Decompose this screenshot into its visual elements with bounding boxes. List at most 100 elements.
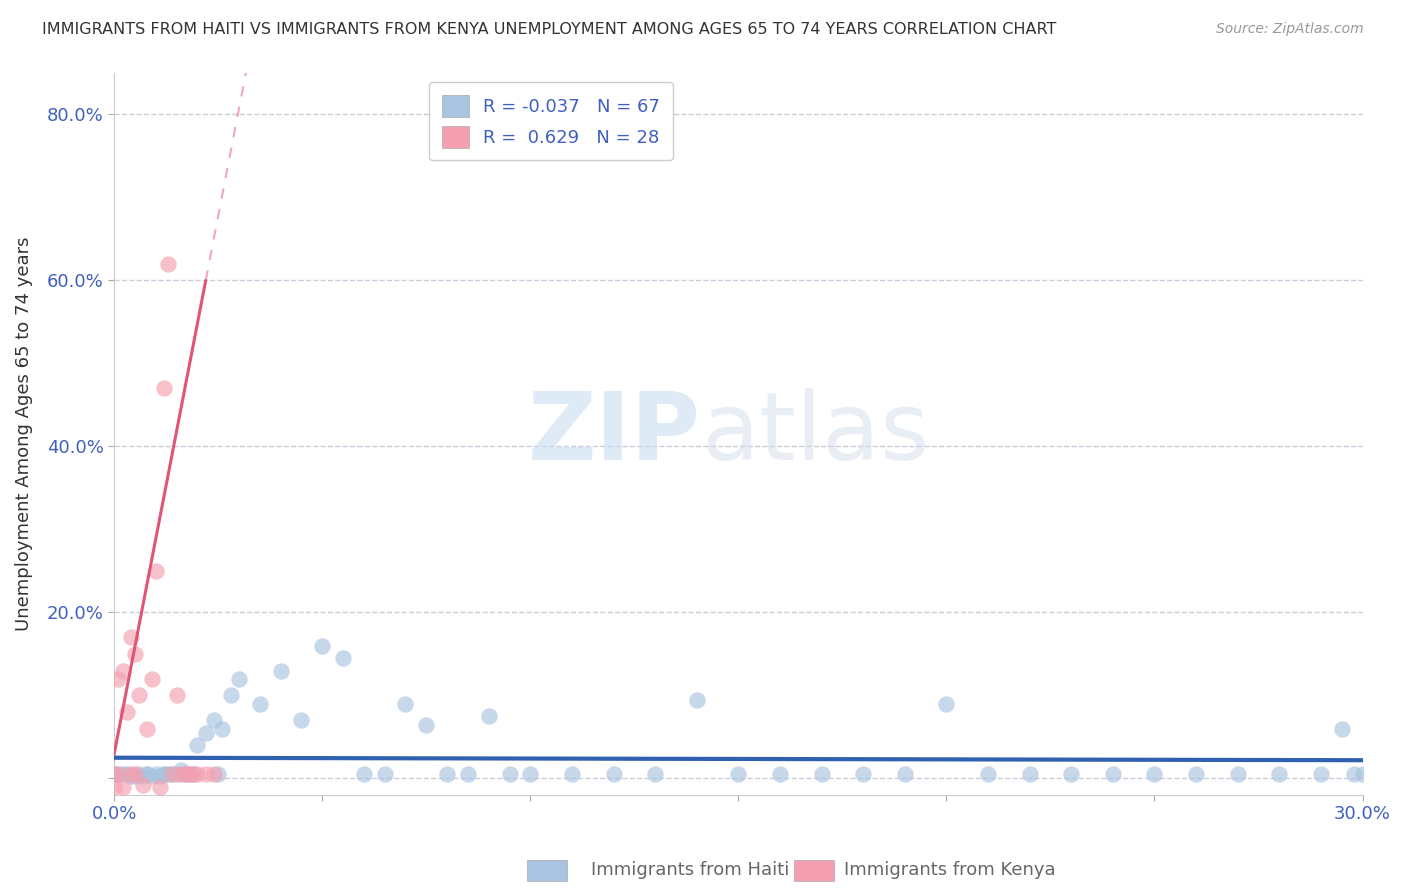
Point [561,767,583,781]
Point [219,689,242,703]
Text: Source: ZipAtlas.com: Source: ZipAtlas.com [1216,22,1364,37]
Text: ZIP: ZIP [529,388,702,480]
Point [290,714,312,728]
Point [181,767,204,781]
Point [115,705,138,719]
Point [207,767,229,781]
Point [124,647,146,661]
Point [145,767,167,781]
Point [727,767,749,781]
Point [153,767,176,781]
Point [852,767,875,781]
Text: Immigrants from Kenya: Immigrants from Kenya [844,861,1056,879]
Point [1372,767,1395,781]
Point [1343,767,1365,781]
Point [153,767,176,781]
Point [149,769,172,783]
Point [1018,767,1040,781]
Point [181,767,204,781]
Point [128,689,150,703]
Point [103,767,125,781]
Point [211,722,233,736]
Point [1268,767,1291,781]
Point [103,767,125,781]
Point [194,767,217,781]
Point [107,767,129,781]
Point [174,767,197,781]
Point [170,767,193,781]
Point [1060,767,1083,781]
Point [519,767,541,781]
Point [141,672,163,686]
Point [111,664,134,678]
Point [894,767,917,781]
Point [332,651,354,665]
Point [162,767,184,781]
Point [136,767,159,781]
Point [149,780,172,794]
Point [166,767,188,781]
Point [415,717,437,731]
Point [115,767,138,781]
Point [602,767,624,781]
Point [194,726,217,740]
Point [686,692,709,706]
Point [1143,767,1166,781]
Point [498,767,520,781]
Point [120,631,142,645]
Point [1330,722,1353,736]
Point [186,738,208,752]
Point [120,769,142,783]
Point [977,767,1000,781]
Point [769,767,792,781]
Y-axis label: Unemployment Among Ages 65 to 74 years: Unemployment Among Ages 65 to 74 years [15,236,32,632]
Point [120,767,142,781]
Text: atlas: atlas [702,388,929,480]
Point [124,767,146,781]
Point [103,780,125,794]
Point [170,763,193,777]
Point [436,767,458,781]
Point [162,767,184,781]
Point [111,780,134,794]
Point [249,697,271,711]
Point [644,767,666,781]
Point [132,778,155,792]
Point [1351,767,1374,781]
Point [136,722,159,736]
Point [353,767,375,781]
Point [145,564,167,578]
Point [186,767,208,781]
Point [174,767,197,781]
Point [177,767,200,781]
Point [124,769,146,783]
Point [1360,767,1382,781]
Point [107,672,129,686]
Point [136,767,159,781]
Point [311,639,333,653]
Point [1102,767,1125,781]
Point [153,381,176,395]
Point [1185,767,1208,781]
Point [228,672,250,686]
Point [935,697,957,711]
Legend: R = -0.037   N = 67, R =  0.629   N = 28: R = -0.037 N = 67, R = 0.629 N = 28 [429,82,673,161]
Point [1310,767,1333,781]
Point [810,767,832,781]
Text: Immigrants from Haiti: Immigrants from Haiti [591,861,789,879]
Point [166,689,188,703]
Point [478,709,501,723]
Point [107,767,129,781]
Point [157,767,180,781]
Text: IMMIGRANTS FROM HAITI VS IMMIGRANTS FROM KENYA UNEMPLOYMENT AMONG AGES 65 TO 74 : IMMIGRANTS FROM HAITI VS IMMIGRANTS FROM… [42,22,1056,37]
Point [374,767,396,781]
Point [394,697,416,711]
Point [177,767,200,781]
Point [111,767,134,781]
Point [1226,767,1249,781]
Point [141,769,163,783]
Point [457,767,479,781]
Point [270,664,292,678]
Point [132,769,155,783]
Point [202,714,225,728]
